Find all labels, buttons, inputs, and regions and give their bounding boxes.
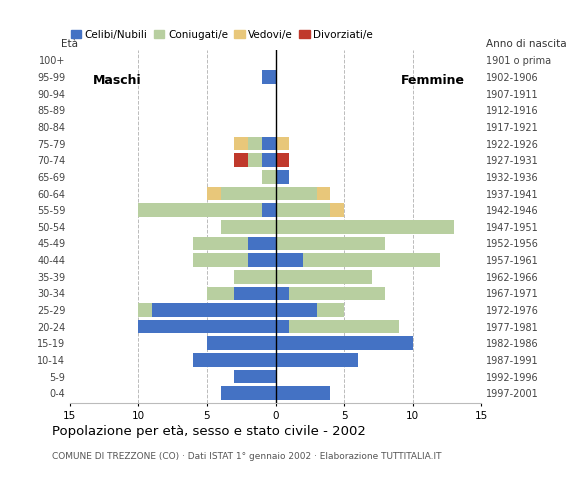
Bar (234, 137, 248, 150)
Bar (262, 137, 275, 150)
Bar (234, 370, 276, 384)
Bar (138, 320, 276, 334)
Bar (152, 303, 276, 317)
Bar (317, 303, 344, 317)
Bar (317, 187, 331, 200)
Bar (276, 170, 289, 184)
Bar (262, 70, 275, 84)
Bar (276, 220, 454, 234)
Bar (207, 287, 234, 300)
Bar (289, 320, 399, 334)
Bar (276, 137, 289, 150)
Bar (220, 220, 276, 234)
Text: Femmine: Femmine (401, 74, 465, 87)
Bar (248, 154, 262, 167)
Bar (220, 386, 276, 400)
Bar (276, 336, 413, 350)
Bar (262, 170, 275, 184)
Bar (276, 270, 372, 284)
Bar (276, 204, 331, 217)
Text: Maschi: Maschi (93, 74, 142, 87)
Bar (276, 154, 289, 167)
Bar (220, 187, 276, 200)
Text: COMUNE DI TREZZONE (CO) · Dati ISTAT 1° gennaio 2002 · Elaborazione TUTTITALIA.I: COMUNE DI TREZZONE (CO) · Dati ISTAT 1° … (52, 452, 442, 461)
Bar (248, 237, 276, 250)
Bar (248, 253, 276, 267)
Bar (234, 154, 248, 167)
Bar (276, 353, 358, 367)
Bar (331, 204, 344, 217)
Bar (276, 187, 317, 200)
Bar (276, 287, 289, 300)
Bar (262, 154, 275, 167)
Bar (138, 204, 262, 217)
Bar (207, 336, 276, 350)
Text: Popolazione per età, sesso e stato civile - 2002: Popolazione per età, sesso e stato civil… (52, 425, 366, 438)
Bar (193, 237, 248, 250)
Bar (138, 303, 152, 317)
Bar (276, 386, 331, 400)
Text: Età: Età (61, 39, 78, 49)
Bar (234, 287, 276, 300)
Bar (276, 237, 385, 250)
Bar (193, 353, 276, 367)
Bar (262, 204, 275, 217)
Text: Anno di nascita: Anno di nascita (485, 39, 566, 49)
Bar (248, 137, 262, 150)
Bar (276, 303, 317, 317)
Bar (276, 253, 303, 267)
Bar (303, 253, 440, 267)
Bar (207, 187, 220, 200)
Bar (276, 320, 289, 334)
Bar (289, 287, 385, 300)
Bar (193, 253, 248, 267)
Bar (234, 270, 276, 284)
Legend: Celibi/Nubili, Coniugati/e, Vedovi/e, Divorziati/e: Celibi/Nubili, Coniugati/e, Vedovi/e, Di… (67, 25, 378, 44)
